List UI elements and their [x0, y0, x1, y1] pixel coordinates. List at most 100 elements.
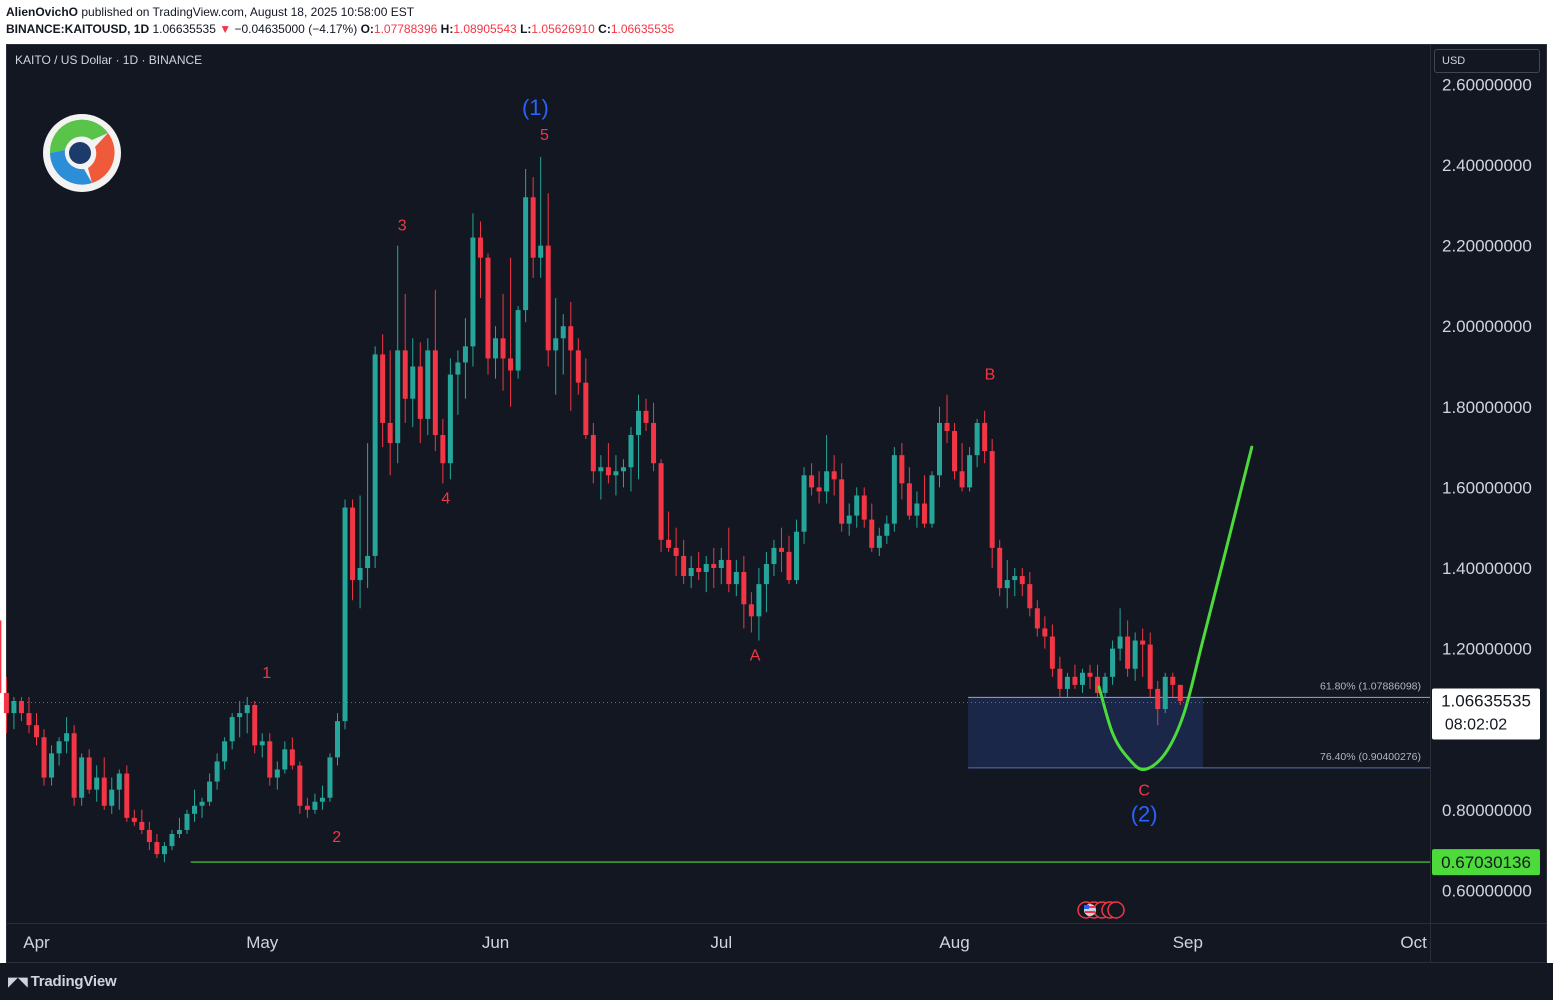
- candle-body: [327, 757, 333, 798]
- candle-body: [101, 777, 107, 806]
- candle-body: [335, 721, 340, 758]
- candle-body: [252, 705, 258, 746]
- currency-button[interactable]: USD: [1434, 49, 1540, 73]
- candle-body: [831, 471, 837, 480]
- candle-body: [666, 539, 672, 548]
- candle-body: [109, 789, 115, 806]
- brand-name: TradingView: [30, 973, 117, 990]
- candle-body: [703, 563, 709, 573]
- candle-body: [733, 572, 739, 585]
- symbol-name: BINANCE:KAITOUSD, 1D: [6, 22, 150, 36]
- candle-body: [297, 765, 303, 806]
- chart-legend: KAITO / US Dollar · 1D · BINANCE: [15, 53, 202, 67]
- candle-body: [425, 350, 431, 419]
- candle-body: [651, 422, 657, 464]
- last-price-label: 1.06635535: [1441, 691, 1531, 710]
- candle-body: [139, 821, 145, 830]
- price-tick-label: 1.40000000: [1442, 559, 1532, 578]
- price-tick-label: 1.20000000: [1442, 640, 1532, 659]
- last-price-box: [1432, 688, 1540, 740]
- candle-body: [1155, 688, 1161, 710]
- price-tick-label: 2.60000000: [1442, 75, 1532, 94]
- candle-body: [1049, 636, 1055, 669]
- candle-body: [1034, 608, 1040, 629]
- candle-body: [64, 733, 70, 742]
- price-tick-label: 0.80000000: [1442, 801, 1532, 820]
- minor-wave-label: C: [1138, 783, 1150, 800]
- candle-body: [402, 350, 408, 399]
- projection-path: [1097, 445, 1254, 772]
- last-price-text: 1.06635535: [152, 22, 216, 36]
- candle-body: [71, 733, 77, 798]
- candle-body: [1004, 580, 1010, 589]
- price-tick-label: 1.60000000: [1442, 478, 1532, 497]
- target-zone: 61.80% (1.07886098) 76.40% (0.90400276): [968, 680, 1430, 769]
- candle-body: [1095, 676, 1101, 693]
- candle-body: [575, 350, 581, 383]
- candle-body: [289, 749, 295, 766]
- candle-body: [1117, 636, 1123, 649]
- candle-body: [86, 757, 92, 790]
- candle-body: [1170, 676, 1176, 685]
- candle-body: [1072, 676, 1078, 685]
- high-label: H:: [440, 22, 454, 36]
- tradingview-logo-icon: ◤◥: [8, 974, 28, 989]
- candle-body: [274, 769, 280, 778]
- candle-body: [530, 197, 536, 258]
- candle-body: [1110, 648, 1116, 677]
- candle-body: [884, 523, 890, 536]
- support-price-label: 0.67030136: [1441, 853, 1531, 872]
- last-price-marker: 1.06635535 08:02:02: [7, 688, 1540, 740]
- candle-body: [1087, 672, 1093, 677]
- bar-countdown: 08:02:02: [1445, 716, 1507, 733]
- candle-body: [854, 495, 860, 516]
- candle-body: [116, 773, 122, 790]
- candle-body: [1012, 576, 1018, 581]
- candle-body: [1102, 676, 1108, 693]
- candle-body: [410, 366, 416, 399]
- candle-body: [229, 717, 235, 742]
- event-icons[interactable]: [1077, 901, 1125, 919]
- candle-body: [319, 797, 325, 802]
- candle-body: [0, 620, 2, 693]
- candle-body: [756, 584, 762, 617]
- candle-body: [176, 829, 182, 834]
- candle-body: [432, 350, 438, 436]
- candle-body: [41, 737, 47, 778]
- high-value: 1.08905543: [453, 22, 517, 36]
- candlestick-series: [0, 156, 1183, 863]
- price-tick-label: 2.40000000: [1442, 156, 1532, 175]
- tradingview-logo[interactable]: ◤◥ TradingView: [8, 973, 117, 990]
- candle-body: [982, 422, 988, 452]
- candle-body: [470, 237, 476, 347]
- candle-body: [906, 483, 912, 516]
- candle-body: [771, 547, 777, 564]
- candle-body: [199, 801, 205, 806]
- minor-wave-label: 3: [398, 218, 407, 235]
- candle-body: [959, 471, 965, 488]
- candle-body: [778, 547, 784, 552]
- candle-body: [937, 422, 942, 476]
- support-line: 0.67030136: [190, 849, 1540, 876]
- open-label: O:: [360, 22, 374, 36]
- candle-body: [169, 833, 175, 847]
- candle-body: [94, 777, 100, 790]
- minor-wave-label: B: [985, 367, 996, 384]
- candle-body: [794, 531, 800, 581]
- candle-body: [350, 507, 356, 581]
- candle-body: [485, 257, 491, 359]
- low-label: L:: [520, 22, 532, 36]
- candle-body: [3, 692, 9, 714]
- candle-body: [643, 410, 649, 423]
- candle-body: [477, 237, 483, 258]
- author-name[interactable]: AlienOvichO: [6, 5, 79, 19]
- candle-body: [1019, 576, 1025, 585]
- candle-body: [154, 842, 160, 855]
- candle-body: [824, 471, 830, 492]
- candle-body: [590, 435, 596, 472]
- fib-level-label: 61.80% (1.07886098): [1320, 680, 1421, 692]
- candle-body: [681, 555, 687, 577]
- publication-info: AlienOvichO published on TradingView.com…: [6, 5, 414, 19]
- close-value: 1.06635535: [610, 22, 675, 36]
